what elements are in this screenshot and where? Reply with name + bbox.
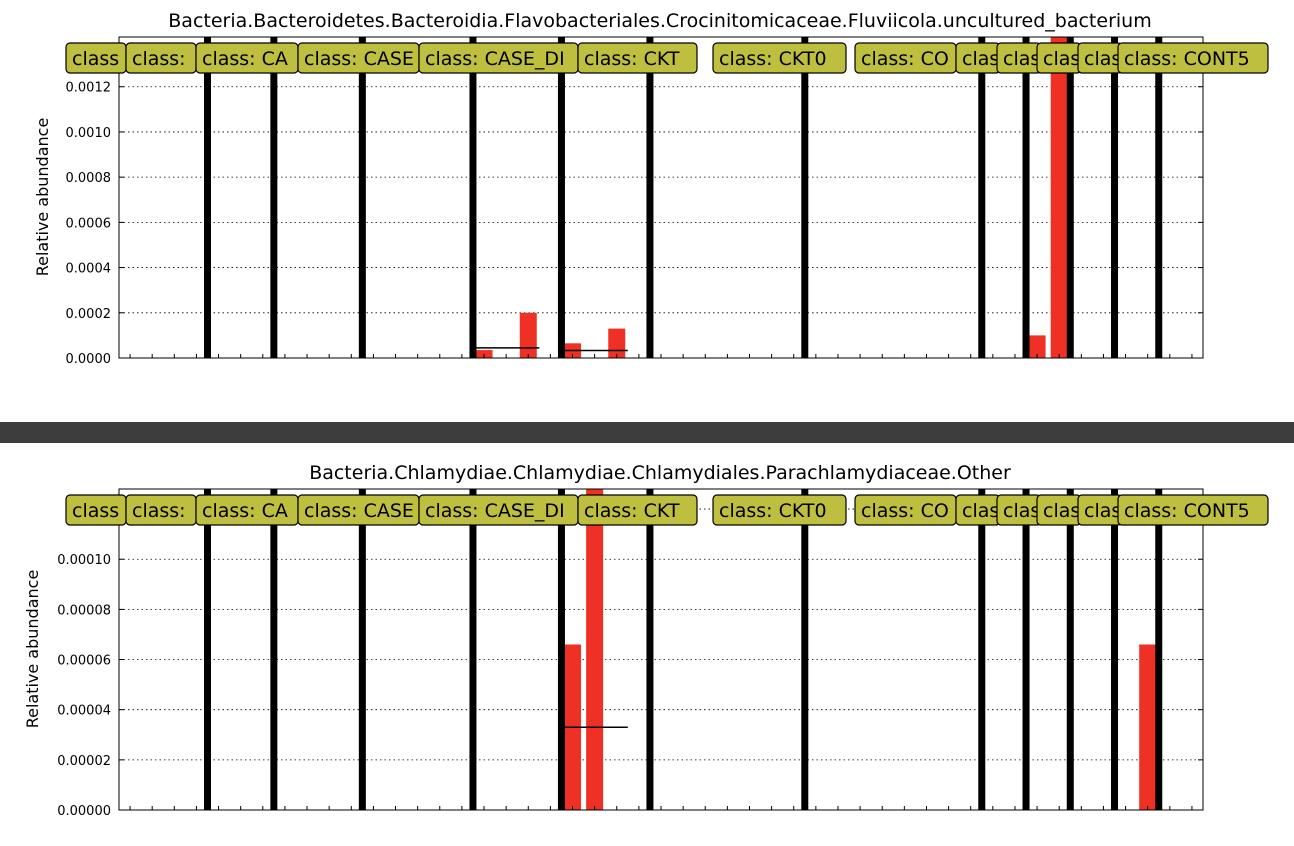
class-label: class: CONT5	[1117, 494, 1269, 526]
plot-frame	[118, 36, 1204, 359]
y-tick-label: 0.00002	[57, 754, 111, 769]
class-label: class:	[125, 42, 197, 74]
y-tick-label: 0.0006	[66, 216, 112, 231]
y-tick-label: 0.0010	[66, 126, 112, 141]
svg-text:class: CO: class: CO	[861, 48, 949, 70]
svg-text:class:: class:	[132, 500, 186, 522]
y-tick-label: 0.0004	[66, 262, 112, 277]
svg-text:clas: clas	[962, 500, 999, 522]
class-label: class: CASE	[297, 494, 420, 526]
svg-text:class: CASE: class: CASE	[304, 48, 414, 70]
y-tick-label: 0.00006	[57, 654, 111, 669]
svg-text:class: class	[72, 48, 119, 70]
svg-text:clas: clas	[1003, 48, 1040, 70]
svg-text:class: CO: class: CO	[861, 500, 949, 522]
class-label: class	[65, 42, 127, 74]
class-label: class: CASE_DI	[418, 494, 579, 526]
class-label: class: CO	[854, 42, 957, 74]
svg-text:class: CASE_DI: class: CASE_DI	[425, 500, 565, 522]
svg-text:clas: clas	[962, 48, 999, 70]
class-label: clas	[1077, 494, 1123, 526]
svg-text:class: CA: class: CA	[202, 500, 288, 522]
y-axis-label: Relative abundance	[23, 570, 42, 729]
svg-text:class: CKT: class: CKT	[584, 500, 680, 522]
chart-title: Bacteria.Chlamydiae.Chlamydiae.Chlamydia…	[309, 462, 1011, 484]
class-label: class: CKT0	[712, 42, 847, 74]
svg-text:clas: clas	[1043, 500, 1080, 522]
bar	[608, 328, 626, 358]
class-label: clas	[1036, 42, 1082, 74]
y-tick-label: 0.0000	[66, 352, 112, 367]
svg-text:class: class	[72, 500, 119, 522]
y-tick-label: 0.0008	[66, 171, 112, 186]
svg-text:class: CASE: class: CASE	[304, 500, 414, 522]
svg-text:class: CA: class: CA	[202, 48, 288, 70]
svg-text:class: CKT: class: CKT	[584, 48, 680, 70]
class-label: class: CO	[854, 494, 957, 526]
class-label: clas	[955, 42, 1001, 74]
y-axis-label: Relative abundance	[33, 118, 52, 277]
class-label: class: CA	[195, 494, 299, 526]
bar	[519, 312, 537, 358]
plot-frame	[118, 488, 1204, 811]
chart-panel-top: Bacteria.Bacteroidetes.Bacteroidia.Flavo…	[0, 0, 1294, 422]
svg-text:class: CKT0: class: CKT0	[719, 48, 827, 70]
class-label: class: CKT0	[712, 494, 847, 526]
class-label: class: CASE_DI	[418, 42, 579, 74]
svg-text:clas: clas	[1084, 48, 1121, 70]
class-label: clas	[1036, 494, 1082, 526]
panel-divider	[0, 422, 1294, 443]
y-tick-label: 0.00000	[57, 804, 111, 819]
class-label: class: CKT	[577, 494, 698, 526]
svg-text:clas: clas	[1084, 500, 1121, 522]
svg-text:class:: class:	[132, 48, 186, 70]
class-label: class: CA	[195, 42, 299, 74]
bar	[1050, 37, 1068, 358]
class-label: class: CASE	[297, 42, 420, 74]
chart-top: Bacteria.Bacteroidetes.Bacteroidia.Flavo…	[33, 10, 1269, 367]
y-tick-label: 0.0012	[66, 81, 112, 96]
svg-text:class: CONT5: class: CONT5	[1124, 500, 1250, 522]
class-label: class	[65, 494, 127, 526]
y-tick-label: 0.00004	[57, 704, 111, 719]
class-label: clas	[996, 494, 1042, 526]
y-tick-label: 0.0002	[66, 307, 112, 322]
bar	[586, 489, 604, 810]
class-label: class: CKT	[577, 42, 698, 74]
y-tick-label: 0.00008	[57, 603, 111, 618]
svg-text:class: CONT5: class: CONT5	[1124, 48, 1250, 70]
bar	[1028, 335, 1046, 358]
class-label: clas	[996, 42, 1042, 74]
svg-text:class: CASE_DI: class: CASE_DI	[425, 48, 565, 70]
svg-text:clas: clas	[1043, 48, 1080, 70]
svg-text:clas: clas	[1003, 500, 1040, 522]
bar	[1139, 644, 1157, 810]
class-label: clas	[955, 494, 1001, 526]
chart-title: Bacteria.Bacteroidetes.Bacteroidia.Flavo…	[168, 10, 1151, 32]
class-label: class: CONT5	[1117, 42, 1269, 74]
class-label: clas	[1077, 42, 1123, 74]
chart-panel-bottom: Bacteria.Chlamydiae.Chlamydiae.Chlamydia…	[0, 443, 1294, 846]
class-label: class:	[125, 494, 197, 526]
svg-text:class: CKT0: class: CKT0	[719, 500, 827, 522]
chart-bottom: Bacteria.Chlamydiae.Chlamydiae.Chlamydia…	[23, 462, 1269, 819]
y-tick-label: 0.00010	[57, 553, 111, 568]
